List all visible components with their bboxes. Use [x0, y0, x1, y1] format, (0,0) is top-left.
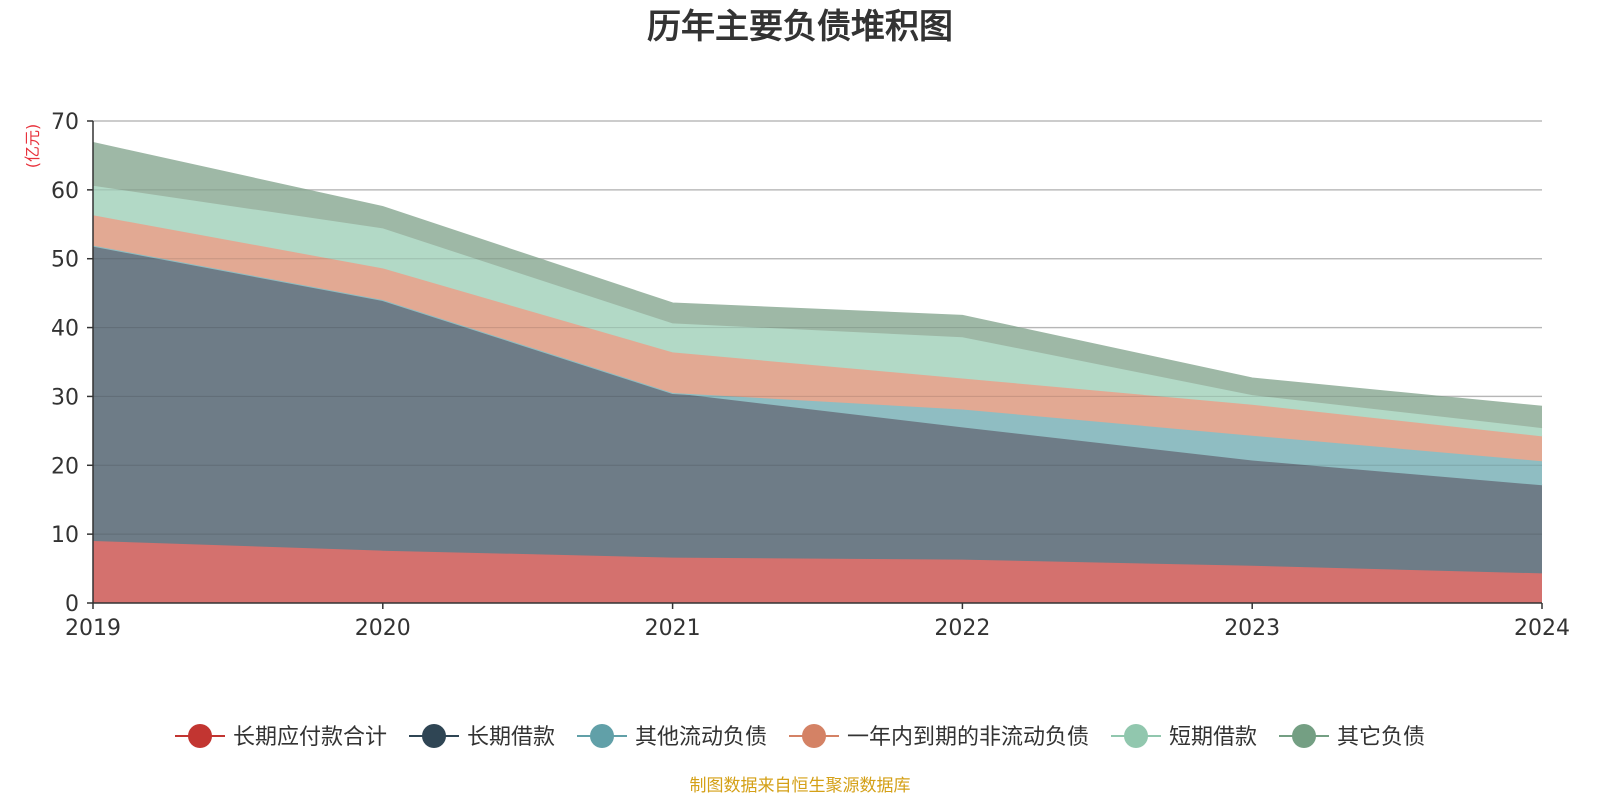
series-area-1 [93, 245, 1542, 574]
legend-item[interactable]: 其他流动负债 [577, 724, 767, 750]
x-tick-label: 2022 [934, 616, 990, 641]
y-tick-label: 20 [51, 454, 79, 479]
legend-item[interactable]: 长期借款 [409, 724, 555, 750]
legend-item[interactable]: 长期应付款合计 [175, 724, 387, 750]
axes: 0 10 20 30 40 50 60 70 2019 2020 2021 2022 2023 2024 [51, 110, 1570, 641]
legend-swatch-marker [802, 724, 826, 748]
legend-item[interactable]: 短期借款 [1111, 724, 1257, 750]
legend-item[interactable]: 其它负债 [1279, 724, 1425, 750]
chart-title: 历年主要负债堆积图 [647, 7, 953, 47]
y-tick-label: 50 [51, 248, 79, 273]
series-line-5 [92, 142, 1543, 408]
series-areas [92, 120, 1543, 603]
legend: 长期应付款合计 长期借款 其他流动负债 一年内到期的非流动负债 短期借款 其它负债 [175, 724, 1425, 750]
y-tick-label: 40 [51, 317, 79, 342]
legend-label: 长期借款 [467, 725, 555, 750]
series-area-5 [93, 143, 1542, 429]
legend-label: 短期借款 [1169, 725, 1257, 750]
legend-swatch-marker [1292, 724, 1316, 748]
data-source-label: 制图数据来自恒生聚源数据库 [690, 776, 911, 796]
x-tick-label: 2021 [645, 616, 701, 641]
legend-swatch-marker [1124, 724, 1148, 748]
series-area-4 [93, 185, 1542, 437]
y-tick-label: 60 [51, 179, 79, 204]
y-tick-label: 30 [51, 385, 79, 410]
series-area-2 [93, 245, 1542, 486]
legend-label: 其它负债 [1337, 725, 1425, 750]
legend-item[interactable]: 一年内到期的非流动负债 [789, 724, 1089, 750]
legend-swatch-marker [188, 724, 212, 748]
y-tick-label: 10 [51, 523, 79, 548]
legend-label: 一年内到期的非流动负债 [847, 725, 1089, 750]
x-tick-label: 2019 [65, 616, 121, 641]
legend-swatch-marker [590, 724, 614, 748]
legend-label: 长期应付款合计 [233, 725, 387, 750]
x-tick-label: 2020 [355, 616, 411, 641]
x-tick-label: 2023 [1224, 616, 1280, 641]
y-tick-label: 0 [65, 592, 79, 617]
legend-label: 其他流动负债 [635, 725, 767, 750]
series-area-3 [93, 215, 1542, 462]
legend-swatch-marker [422, 724, 446, 748]
x-tick-label: 2024 [1514, 616, 1570, 641]
series-area-0 [93, 541, 1542, 603]
y-tick-label: 70 [51, 110, 79, 135]
y-axis-unit-label: (亿元) [23, 124, 42, 169]
